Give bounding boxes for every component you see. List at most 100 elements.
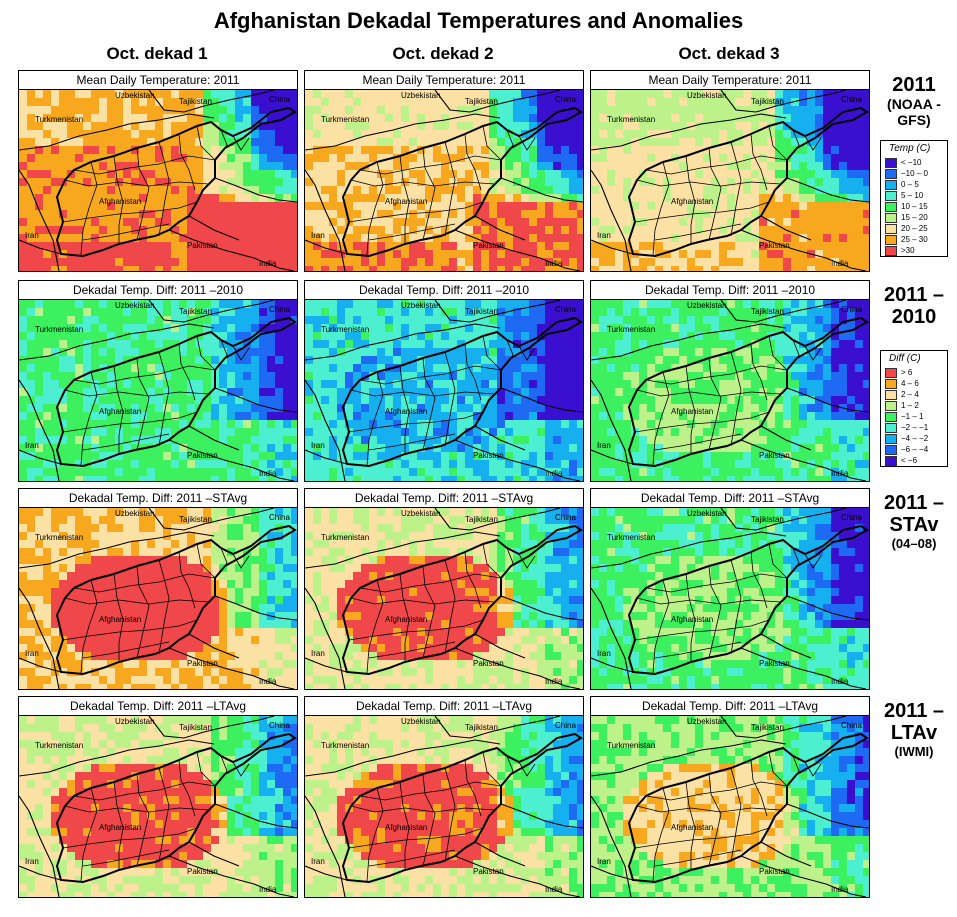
raster-cell <box>473 460 481 468</box>
raster-cell <box>171 218 179 226</box>
raster-cell <box>799 380 807 388</box>
raster-cell <box>759 364 767 372</box>
raster-cell <box>449 428 457 436</box>
raster-cell <box>711 138 719 146</box>
raster-cell <box>179 258 187 266</box>
raster-cell <box>147 348 155 356</box>
raster-cell <box>465 332 473 340</box>
raster-cell <box>425 218 433 226</box>
raster-cell <box>163 90 171 98</box>
raster-cell <box>529 476 537 481</box>
raster-cell <box>291 202 297 210</box>
raster-cell <box>529 300 537 308</box>
raster-cell <box>35 444 43 452</box>
raster-cell <box>615 372 623 380</box>
raster-cell <box>569 130 577 138</box>
raster-cell <box>227 412 235 420</box>
raster-cell <box>449 266 457 271</box>
raster-cell <box>139 348 147 356</box>
raster-cell <box>767 364 775 372</box>
raster-cell <box>131 308 139 316</box>
raster-cell <box>187 162 195 170</box>
raster-cell <box>513 420 521 428</box>
raster-cell <box>75 452 83 460</box>
raster-cell <box>521 332 529 340</box>
raster-cell <box>393 234 401 242</box>
raster-cell <box>695 178 703 186</box>
raster-cell <box>799 452 807 460</box>
raster-cell <box>139 194 147 202</box>
raster-cell <box>187 170 195 178</box>
raster-cell <box>569 210 577 218</box>
raster-cell <box>505 404 513 412</box>
raster-cell <box>743 468 751 476</box>
raster-cell <box>43 90 51 98</box>
raster-cell <box>313 340 321 348</box>
raster-cell <box>623 420 631 428</box>
raster-cell <box>139 266 147 271</box>
raster-cell <box>115 258 123 266</box>
raster-cell <box>449 194 457 202</box>
raster-cell <box>361 218 369 226</box>
raster-cell <box>267 234 275 242</box>
raster-cell <box>313 258 321 266</box>
raster-cell <box>751 234 759 242</box>
raster-cell <box>855 186 863 194</box>
raster-cell <box>155 388 163 396</box>
raster-cell <box>647 114 655 122</box>
raster-cell <box>799 202 807 210</box>
raster-cell <box>409 90 417 98</box>
raster-cell <box>283 316 291 324</box>
raster-cell <box>545 436 553 444</box>
raster-cell <box>393 396 401 404</box>
raster-cell <box>783 428 791 436</box>
raster-cell <box>361 444 369 452</box>
raster-cell <box>313 468 321 476</box>
raster-cell <box>687 364 695 372</box>
raster-cell <box>139 452 147 460</box>
raster-cell <box>505 324 513 332</box>
raster-cell <box>171 324 179 332</box>
raster-cell <box>607 396 615 404</box>
raster-cell <box>329 226 337 234</box>
raster-cell <box>743 476 751 481</box>
raster-cell <box>43 396 51 404</box>
raster-cell <box>369 114 377 122</box>
place-label: Iran <box>311 231 325 240</box>
raster-cell <box>361 154 369 162</box>
raster-cell <box>417 316 425 324</box>
raster-cell <box>27 130 35 138</box>
raster-cell <box>727 404 735 412</box>
raster-cell <box>401 194 409 202</box>
raster-cell <box>839 436 847 444</box>
raster-cell <box>51 226 59 234</box>
raster-cell <box>465 194 473 202</box>
raster-cell <box>703 340 711 348</box>
raster-cell <box>203 170 211 178</box>
raster-cell <box>83 194 91 202</box>
raster-cell <box>337 98 345 106</box>
raster-cell <box>759 114 767 122</box>
raster-cell <box>663 308 671 316</box>
raster-cell <box>599 372 607 380</box>
raster-cell <box>639 316 647 324</box>
raster-cell <box>187 364 195 372</box>
raster-cell <box>457 364 465 372</box>
raster-cell <box>329 146 337 154</box>
raster-cell <box>19 250 27 258</box>
raster-cell <box>139 146 147 154</box>
raster-cell <box>345 114 353 122</box>
raster-cell <box>27 468 35 476</box>
raster-cell <box>83 186 91 194</box>
raster-cell <box>719 436 727 444</box>
raster-cell <box>417 226 425 234</box>
raster-cell <box>695 476 703 481</box>
raster-cell <box>67 210 75 218</box>
raster-cell <box>305 348 313 356</box>
raster-cell <box>513 258 521 266</box>
raster-cell <box>561 218 569 226</box>
raster-cell <box>425 202 433 210</box>
raster-cell <box>131 178 139 186</box>
raster-cell <box>313 210 321 218</box>
raster-cell <box>267 476 275 481</box>
